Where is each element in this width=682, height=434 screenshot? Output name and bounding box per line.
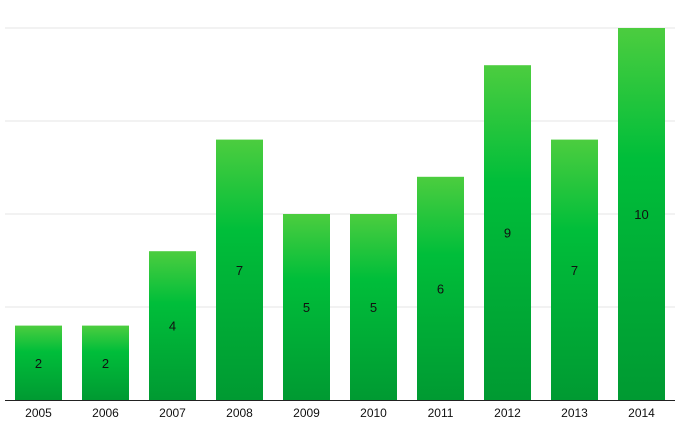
bar-2005[interactable] [15, 325, 62, 400]
x-tick-label-2010: 2010 [360, 406, 387, 420]
bar-2012[interactable] [484, 65, 531, 400]
bar-2010[interactable] [350, 214, 397, 400]
bar-2008[interactable] [216, 139, 263, 400]
x-tick-label-2012: 2012 [494, 406, 521, 420]
bar-2007[interactable] [149, 251, 196, 400]
bars [15, 28, 665, 400]
bar-2014[interactable] [618, 28, 665, 400]
data-label-2005: 2 [35, 356, 42, 371]
bar-2009[interactable] [283, 214, 330, 400]
data-label-2009: 5 [303, 300, 310, 315]
data-label-2008: 7 [236, 263, 243, 278]
data-label-2006: 2 [102, 356, 109, 371]
data-label-2014: 10 [634, 207, 648, 222]
x-tick-label-2008: 2008 [226, 406, 253, 420]
data-label-2013: 7 [571, 263, 578, 278]
data-label-2011: 6 [437, 281, 444, 296]
bar-2011[interactable] [417, 176, 464, 400]
x-tick-label-2005: 2005 [25, 406, 52, 420]
data-label-2007: 4 [169, 319, 176, 334]
x-tick-label-2014: 2014 [628, 406, 655, 420]
x-tick-labels: 2005 2006 2007 2008 2009 2010 2011 2012 2013 2014 [25, 406, 655, 420]
bar-2013[interactable] [551, 139, 598, 400]
x-tick-label-2006: 2006 [92, 406, 119, 420]
x-tick-label-2013: 2013 [561, 406, 588, 420]
x-tick-label-2011: 2011 [428, 406, 454, 420]
data-label-2010: 5 [370, 300, 377, 315]
bar-2006[interactable] [82, 325, 129, 400]
data-labels: 2 2 4 7 5 5 6 9 7 10 [35, 207, 649, 371]
data-label-2012: 9 [504, 226, 511, 241]
x-tick-label-2007: 2007 [159, 406, 186, 420]
x-tick-label-2009: 2009 [293, 406, 320, 420]
